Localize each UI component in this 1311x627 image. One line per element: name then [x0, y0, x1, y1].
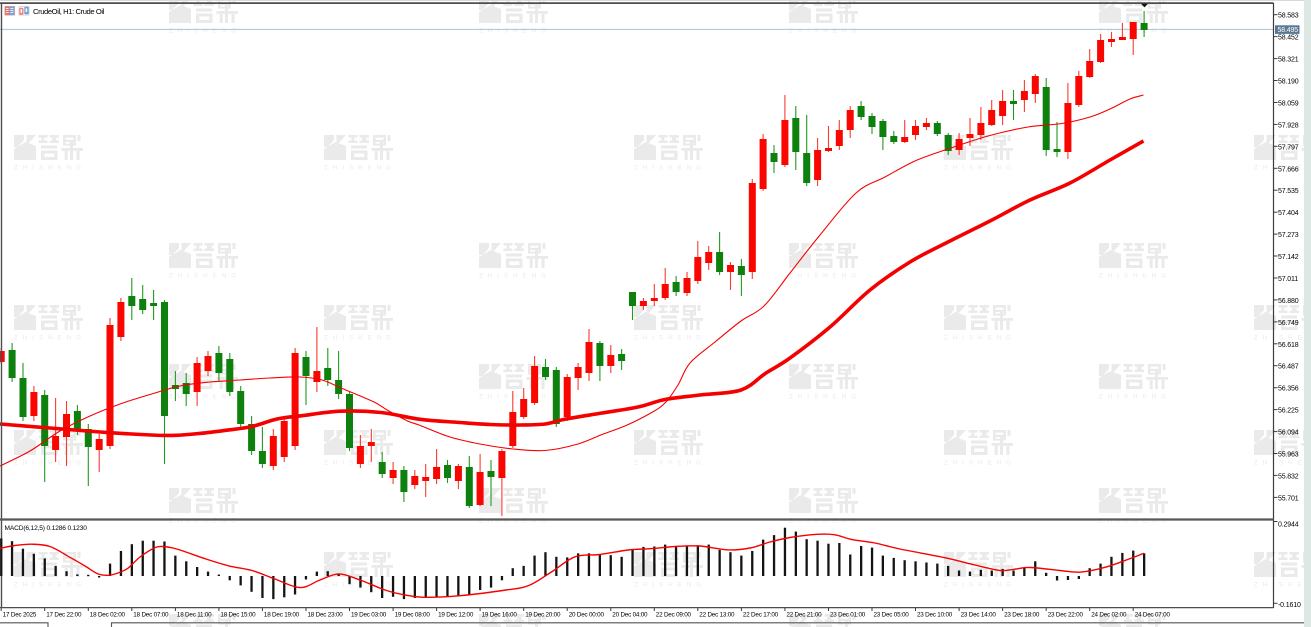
svg-text:19 Dec 16:00: 19 Dec 16:00 [482, 612, 518, 619]
svg-text:56.225: 56.225 [1278, 408, 1299, 415]
svg-text:58.452: 58.452 [1278, 35, 1299, 42]
svg-text:20 Dec 04:00: 20 Dec 04:00 [612, 612, 648, 619]
svg-text:56.094: 56.094 [1278, 430, 1299, 437]
svg-text:57.273: 57.273 [1278, 232, 1299, 239]
svg-text:56.487: 56.487 [1278, 364, 1299, 371]
svg-text:57.666: 57.666 [1278, 166, 1299, 173]
svg-text:57.928: 57.928 [1278, 122, 1299, 129]
svg-text:22 Dec 17:00: 22 Dec 17:00 [743, 612, 779, 619]
svg-text:20 Dec 00:00: 20 Dec 00:00 [569, 612, 605, 619]
svg-text:19 Dec 08:00: 19 Dec 08:00 [395, 612, 431, 619]
svg-text:58.190: 58.190 [1278, 79, 1299, 86]
svg-text:23 Dec 18:00: 23 Dec 18:00 [1004, 612, 1040, 619]
svg-text:-0.1610: -0.1610 [1278, 602, 1301, 609]
svg-text:58.495: 58.495 [1278, 27, 1299, 34]
svg-text:57.535: 57.535 [1278, 188, 1299, 195]
svg-text:CrudeOil, H1: Crude Oil: CrudeOil, H1: Crude Oil [33, 7, 105, 16]
svg-text:18 Dec 11:00: 18 Dec 11:00 [177, 612, 212, 619]
svg-text:18 Dec 02:00: 18 Dec 02:00 [90, 612, 126, 619]
svg-text:55.701: 55.701 [1278, 495, 1299, 502]
svg-text:17 Dec 22:00: 17 Dec 22:00 [46, 612, 82, 619]
svg-text:18 Dec 23:00: 18 Dec 23:00 [308, 612, 344, 619]
svg-text:24 Dec 02:00: 24 Dec 02:00 [1091, 612, 1127, 619]
svg-text:55.832: 55.832 [1278, 473, 1299, 480]
svg-text:57.011: 57.011 [1278, 276, 1298, 283]
svg-text:56.749: 56.749 [1278, 320, 1299, 327]
svg-text:58.321: 58.321 [1278, 57, 1299, 64]
svg-text:19 Dec 20:00: 19 Dec 20:00 [525, 612, 561, 619]
svg-text:23 Dec 22:00: 23 Dec 22:00 [1048, 612, 1084, 619]
svg-text:23 Dec 01:00: 23 Dec 01:00 [830, 612, 866, 619]
svg-text:58.059: 58.059 [1278, 101, 1299, 108]
svg-text:19 Dec 12:00: 19 Dec 12:00 [438, 612, 474, 619]
svg-text:24 Dec 07:00: 24 Dec 07:00 [1135, 612, 1171, 619]
svg-text:56.356: 56.356 [1278, 386, 1299, 393]
svg-text:58.583: 58.583 [1278, 13, 1299, 20]
svg-text:19 Dec 03:00: 19 Dec 03:00 [351, 612, 387, 619]
svg-text:22 Dec 13:00: 22 Dec 13:00 [699, 612, 735, 619]
svg-text:55.963: 55.963 [1278, 452, 1299, 459]
svg-text:0.2944: 0.2944 [1278, 521, 1299, 528]
svg-text:23 Dec 14:00: 23 Dec 14:00 [961, 612, 997, 619]
svg-text:57.142: 57.142 [1278, 254, 1299, 261]
svg-text:56.880: 56.880 [1278, 298, 1299, 305]
svg-text:56.618: 56.618 [1278, 342, 1299, 349]
svg-text:18 Dec 19:00: 18 Dec 19:00 [264, 612, 300, 619]
svg-text:57.797: 57.797 [1278, 144, 1299, 151]
svg-text:23 Dec 05:00: 23 Dec 05:00 [874, 612, 910, 619]
svg-text:22 Dec 09:00: 22 Dec 09:00 [656, 612, 692, 619]
svg-text:22 Dec 21:00: 22 Dec 21:00 [786, 612, 822, 619]
svg-text:17 Dec 2025: 17 Dec 2025 [3, 612, 37, 619]
svg-text:57.404: 57.404 [1278, 210, 1299, 217]
svg-text:MACD(6,12,5) 0.1286 0.1230: MACD(6,12,5) 0.1286 0.1230 [5, 525, 88, 532]
svg-text:18 Dec 07:00: 18 Dec 07:00 [133, 612, 169, 619]
svg-text:23 Dec 10:00: 23 Dec 10:00 [917, 612, 953, 619]
svg-text:18 Dec 15:00: 18 Dec 15:00 [220, 612, 256, 619]
